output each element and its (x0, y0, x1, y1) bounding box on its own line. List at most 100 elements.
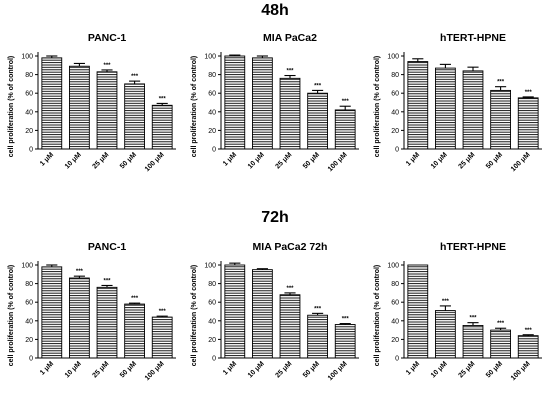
x-tick-label: 1 μM (222, 151, 238, 167)
bar (41, 57, 63, 150)
chart-title: hTERT-HPNE (440, 241, 506, 253)
y-tick-label: 20 (208, 337, 216, 344)
bar (124, 83, 145, 150)
significance-label: *** (103, 278, 111, 284)
y-tick-label: 60 (391, 91, 399, 98)
y-tick-label: 80 (208, 72, 216, 79)
significance-label: *** (342, 99, 350, 105)
y-tick-label: 0 (29, 147, 33, 154)
x-tick-label: 100 μM (510, 151, 532, 173)
significance-label: *** (442, 299, 450, 305)
x-tick-label: 1 μM (405, 360, 421, 376)
y-tick-label: 40 (208, 318, 216, 325)
x-tick-label: 25 μM (91, 360, 110, 379)
y-tick-label: 100 (204, 263, 216, 270)
y-tick-label: 40 (25, 109, 33, 116)
bar (252, 57, 273, 150)
y-tick-label: 100 (204, 54, 216, 61)
y-tick-label: 40 (391, 318, 399, 325)
chart-title: hTERT-HPNE (440, 32, 506, 44)
significance-label: *** (525, 90, 533, 96)
x-tick-label: 50 μM (485, 360, 504, 379)
y-tick-label: 80 (391, 281, 399, 288)
bar (517, 335, 539, 359)
chart-title: MIA PaCa2 72h (253, 241, 328, 253)
y-tick-label: 60 (25, 91, 33, 98)
y-tick-label: 20 (25, 337, 33, 344)
x-tick-label: 25 μM (274, 151, 293, 170)
y-axis-label: cell proliferation (% of control) (374, 56, 381, 158)
x-tick-label: 10 μM (247, 360, 266, 379)
x-tick-label: 100 μM (144, 151, 166, 173)
bar (435, 310, 456, 359)
bar (41, 266, 63, 359)
y-axis-label: cell proliferation (% of control) (191, 265, 198, 367)
significance-label: *** (342, 317, 350, 323)
y-axis-label: cell proliferation (% of control) (374, 265, 381, 367)
y-tick-label: 0 (212, 356, 216, 363)
y-axis-label: cell proliferation (% of control) (191, 56, 198, 158)
y-tick-label: 0 (29, 356, 33, 363)
y-tick-label: 60 (25, 300, 33, 307)
y-tick-label: 60 (208, 300, 216, 307)
x-tick-label: 1 μM (222, 360, 238, 376)
x-tick-label: 50 μM (119, 151, 138, 170)
chart-miapaca2-48h: MIA PaCa2 cell proliferation (% of contro… (191, 32, 359, 173)
significance-label: *** (314, 83, 322, 89)
y-axis-label: cell proliferation (% of control) (8, 56, 15, 158)
significance-label: *** (525, 328, 533, 334)
bar (252, 269, 273, 359)
bar (224, 264, 246, 359)
bar (334, 324, 356, 359)
x-tick-label: 50 μM (485, 151, 504, 170)
bar (307, 314, 328, 359)
x-tick-label: 25 μM (91, 151, 110, 170)
bar (124, 303, 145, 359)
bar (69, 277, 90, 359)
x-tick-label: 50 μM (302, 360, 321, 379)
x-tick-label: 25 μM (457, 151, 476, 170)
y-tick-label: 100 (387, 54, 399, 61)
x-tick-label: 100 μM (144, 360, 166, 382)
significance-label: *** (76, 269, 84, 275)
bar (490, 89, 511, 150)
y-tick-label: 100 (21, 54, 33, 61)
y-tick-label: 0 (212, 147, 216, 154)
bar (96, 286, 118, 359)
y-tick-label: 80 (25, 72, 33, 79)
y-tick-label: 80 (391, 72, 399, 79)
significance-label: *** (103, 63, 111, 69)
chart-title: MIA PaCa2 (263, 32, 317, 44)
significance-label: *** (469, 316, 477, 322)
y-tick-label: 40 (391, 109, 399, 116)
x-tick-label: 1 μM (39, 360, 55, 376)
x-tick-label: 10 μM (247, 151, 266, 170)
y-axis-label: cell proliferation (% of control) (8, 265, 15, 367)
bar (462, 70, 484, 150)
x-tick-label: 10 μM (64, 151, 83, 170)
y-tick-label: 20 (391, 337, 399, 344)
chart-panc1-72h: PANC-1 cell proliferation (% of control) 0… (8, 241, 176, 382)
chart-htert-hpne-48h: hTERT-HPNE cell proliferation (% of contr… (374, 32, 542, 173)
bar (407, 264, 429, 359)
bar (279, 77, 301, 150)
x-tick-label: 100 μM (327, 360, 349, 382)
x-tick-label: 100 μM (327, 151, 349, 173)
y-tick-label: 20 (391, 128, 399, 135)
significance-label: *** (159, 309, 167, 315)
significance-label: *** (497, 80, 505, 86)
y-tick-label: 20 (208, 128, 216, 135)
bar (435, 67, 456, 150)
significance-label: *** (131, 296, 139, 302)
y-tick-label: 60 (391, 300, 399, 307)
bar (69, 65, 90, 150)
y-tick-label: 40 (208, 109, 216, 116)
significance-label: *** (286, 286, 294, 292)
section-title-48h: 48h (261, 2, 289, 19)
y-tick-label: 60 (208, 91, 216, 98)
significance-label: *** (286, 69, 294, 75)
x-tick-label: 10 μM (430, 151, 449, 170)
section-title-72h: 72h (261, 209, 289, 226)
y-tick-label: 0 (395, 147, 399, 154)
y-tick-label: 80 (208, 281, 216, 288)
